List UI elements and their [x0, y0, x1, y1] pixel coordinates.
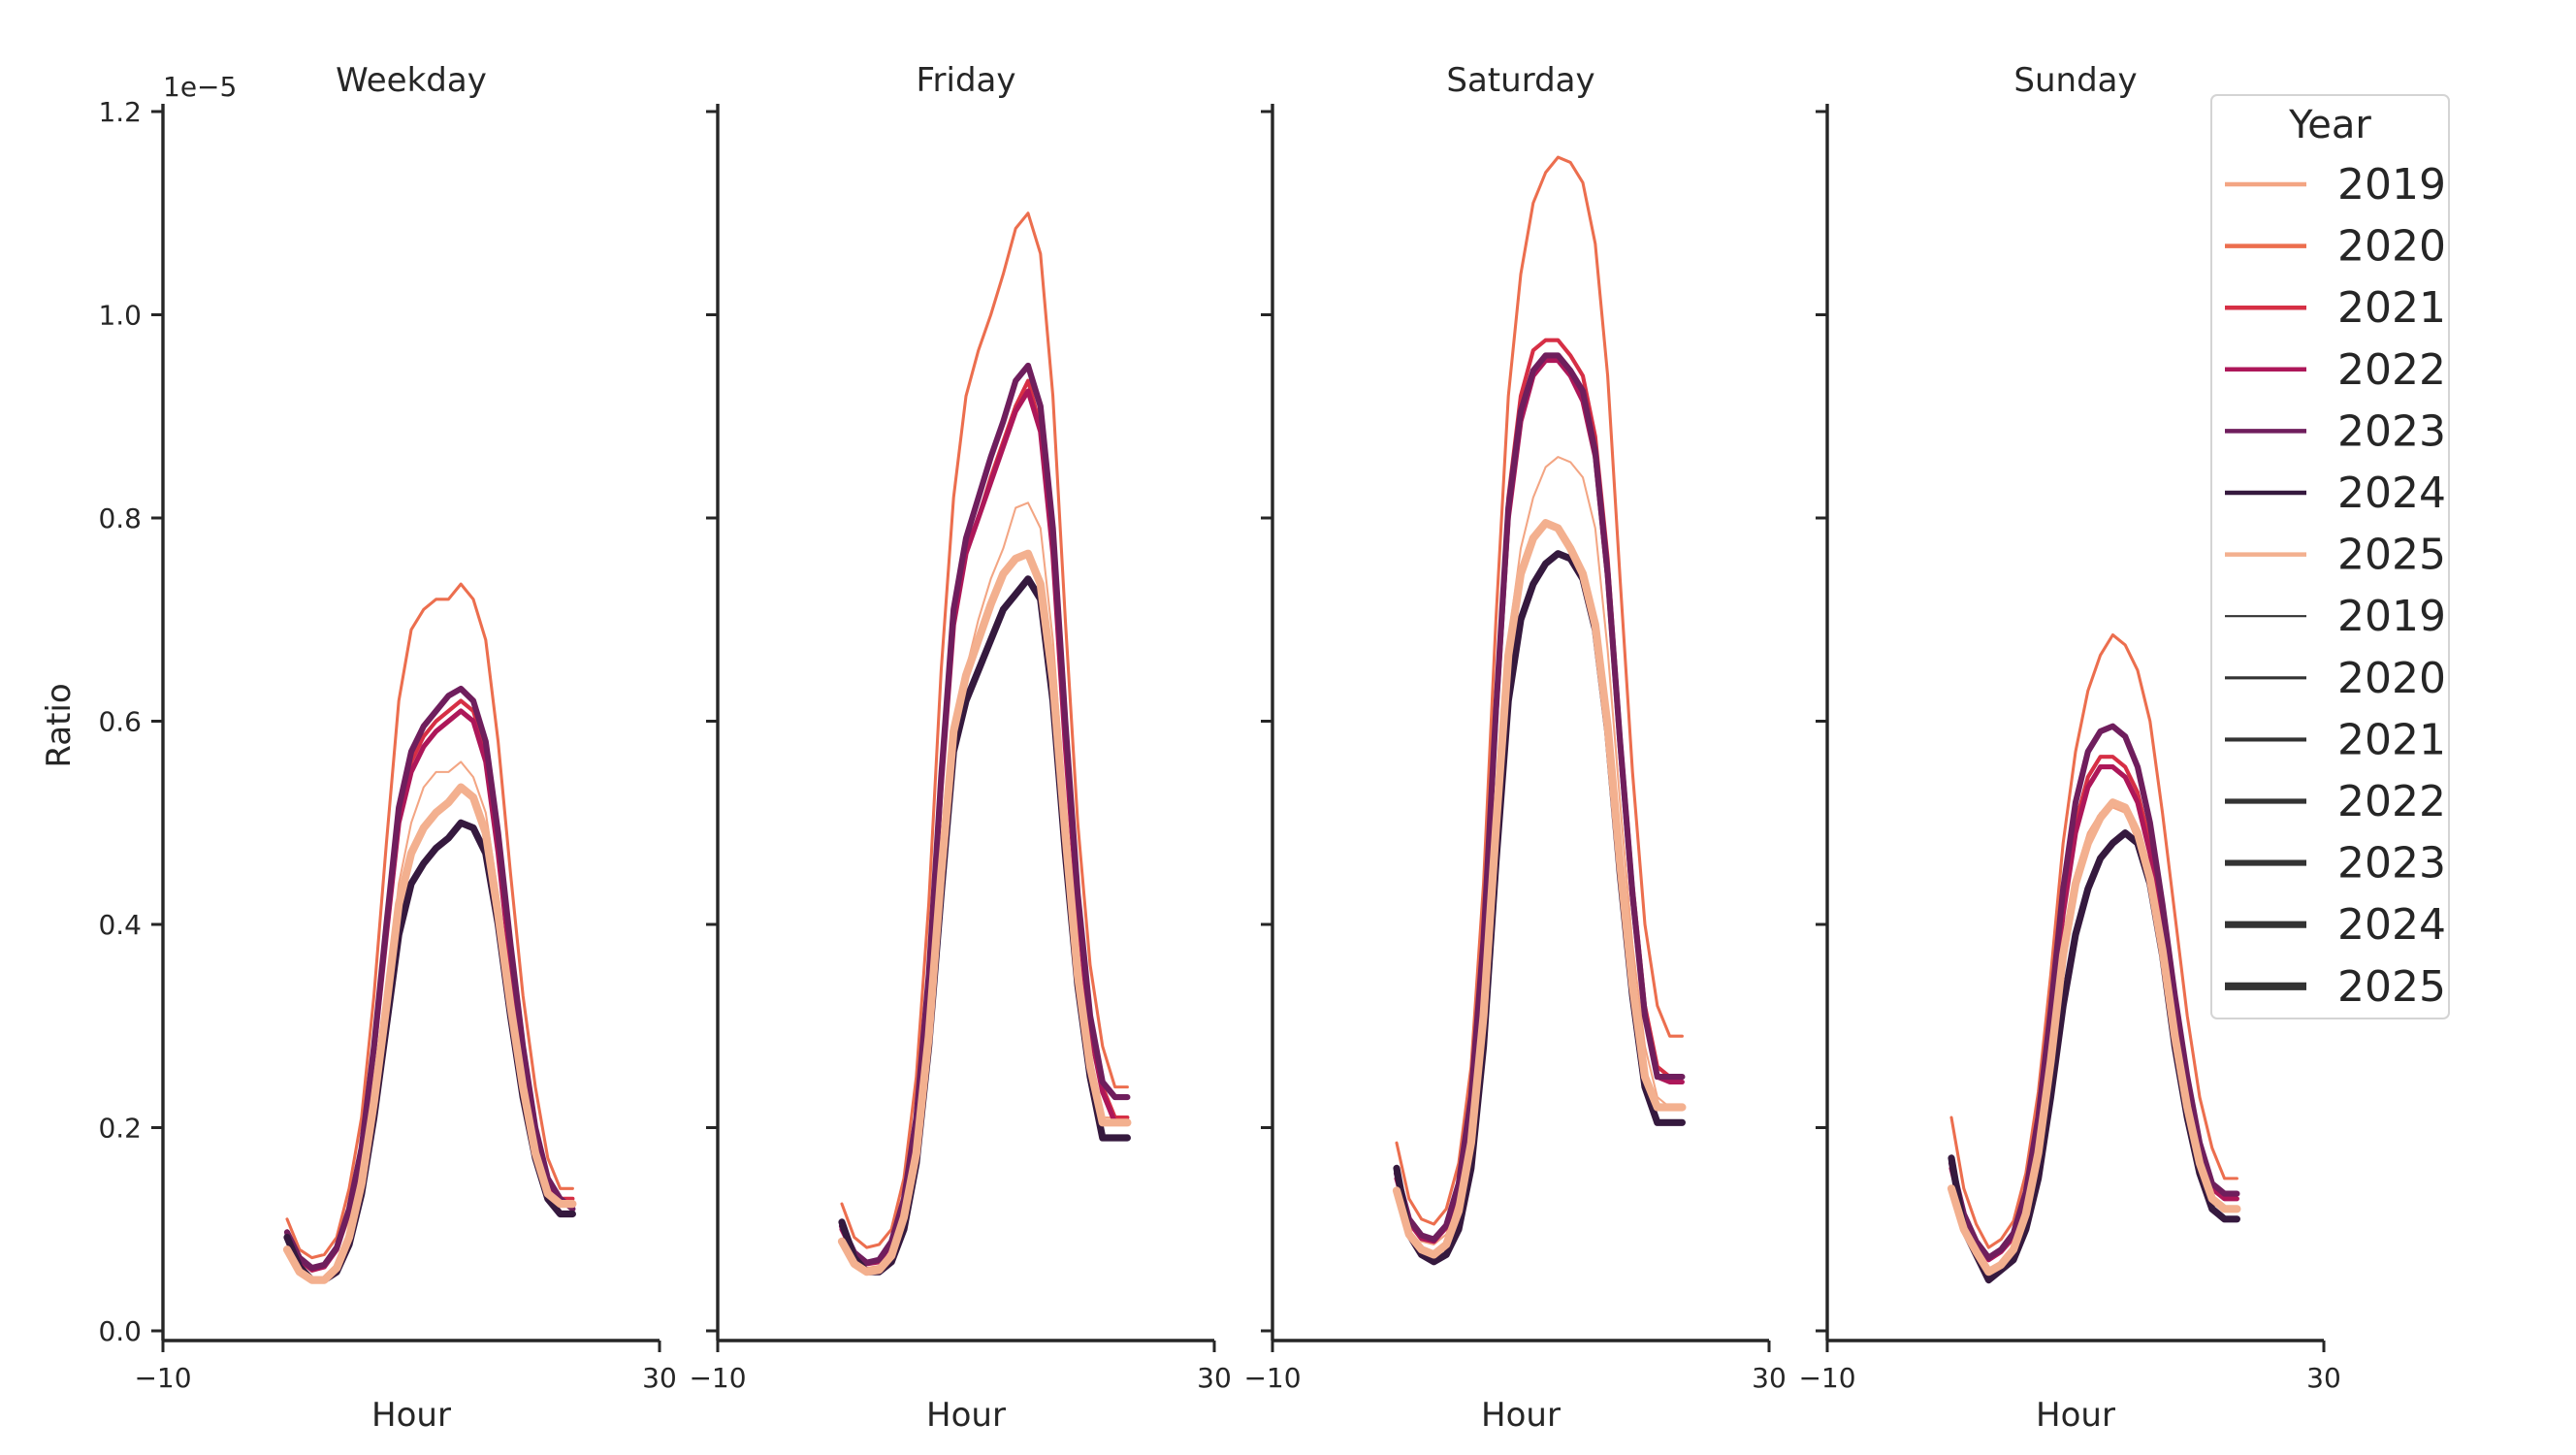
y-tick-label: 1.0 [98, 300, 142, 332]
series-line-2025 [1392, 519, 1687, 1259]
x-tick-label: −10 [134, 1362, 191, 1394]
legend-width-label-2023: 2023 [2337, 839, 2446, 889]
x-tick-label: 30 [1752, 1362, 1787, 1394]
panel-friday: Friday −10 30 Hour [689, 61, 1231, 1435]
x-tick-label: 30 [642, 1362, 677, 1394]
y-tick-label: 1.2 [98, 96, 142, 128]
series-line-2022 [1948, 764, 2239, 1263]
series-line-2022 [1394, 358, 1685, 1245]
panel-title: Friday [916, 61, 1015, 100]
panel-title: Weekday [336, 61, 487, 100]
y-tick-label: 0.8 [98, 502, 142, 534]
y-tick-label: 0.2 [98, 1113, 142, 1145]
legend-width-label-2020: 2020 [2337, 654, 2446, 703]
series-line-2023 [283, 685, 576, 1272]
x-tick-label: −10 [689, 1362, 746, 1394]
x-axis-title: Hour [926, 1396, 1006, 1435]
legend-label-2022: 2022 [2337, 345, 2446, 395]
series-line-2019 [285, 760, 574, 1274]
legend-box [2210, 94, 2450, 1019]
series-line-2023 [1948, 723, 2240, 1261]
series-line-2025 [1947, 798, 2241, 1277]
series-line-2019 [1395, 456, 1684, 1246]
legend-width-label-2022: 2022 [2337, 777, 2446, 826]
series-line-2024 [1393, 550, 1686, 1266]
legend-width-label-2024: 2024 [2337, 900, 2446, 950]
y-tick-label: 0.4 [98, 909, 142, 941]
x-tick-label: 30 [1197, 1362, 1232, 1394]
panel-title: Saturday [1446, 61, 1594, 100]
series-line-2020 [1949, 632, 2238, 1249]
legend-width-label-2019: 2019 [2337, 592, 2446, 641]
series-line-2022 [839, 388, 1130, 1267]
legend-title: Year [2288, 103, 2371, 147]
legend-label-2024: 2024 [2337, 469, 2446, 518]
panel-title: Sunday [2013, 61, 2137, 100]
series-line-2024 [838, 575, 1131, 1276]
legend-width-label-2025: 2025 [2337, 962, 2446, 1012]
series-line-2025 [837, 549, 1132, 1277]
panel-sunday: Sunday −10 30 Hour [1798, 61, 2340, 1435]
legend-label-2023: 2023 [2337, 406, 2446, 456]
legend-label-2025: 2025 [2337, 531, 2446, 580]
x-axis-title: Hour [2036, 1396, 2115, 1435]
series-line-2020 [1395, 155, 1684, 1226]
y-tick-label: 0.0 [98, 1315, 142, 1347]
legend-width-label-2021: 2021 [2337, 715, 2446, 764]
series-line-2021 [1394, 338, 1685, 1242]
x-tick-label: 30 [2306, 1362, 2341, 1394]
x-tick-label: −10 [1243, 1362, 1301, 1394]
y-offset-label: 1e−5 [163, 71, 237, 103]
legend-label-2021: 2021 [2337, 283, 2446, 333]
legend: Year 2019 2020 2021 2022 2023 2024 2025 2019 2020… [2210, 94, 2450, 1019]
series-line-2022 [284, 708, 575, 1273]
series-line-2023 [838, 362, 1131, 1266]
legend-label-2019: 2019 [2337, 160, 2446, 210]
x-axis-title: Hour [1481, 1396, 1561, 1435]
series-line-2021 [284, 698, 575, 1271]
y-axis-title: Ratio [40, 683, 79, 767]
x-tick-label: −10 [1798, 1362, 1855, 1394]
series-line-2021 [839, 378, 1130, 1264]
series-line-2023 [1393, 352, 1686, 1243]
series-line-2020 [285, 582, 574, 1260]
legend-label-2020: 2020 [2337, 222, 2446, 272]
series-line-2025 [282, 783, 577, 1284]
series-line-2020 [840, 211, 1129, 1249]
x-axis-title: Hour [371, 1396, 451, 1435]
y-tick-label: 0.6 [98, 706, 142, 738]
panel-weekday: Weekday 0.0 0.2 0.4 0.6 0.8 1.0 1.2 −10 30 Hour [98, 61, 676, 1435]
panel-saturday: Saturday −10 30 Hour [1243, 61, 1786, 1435]
